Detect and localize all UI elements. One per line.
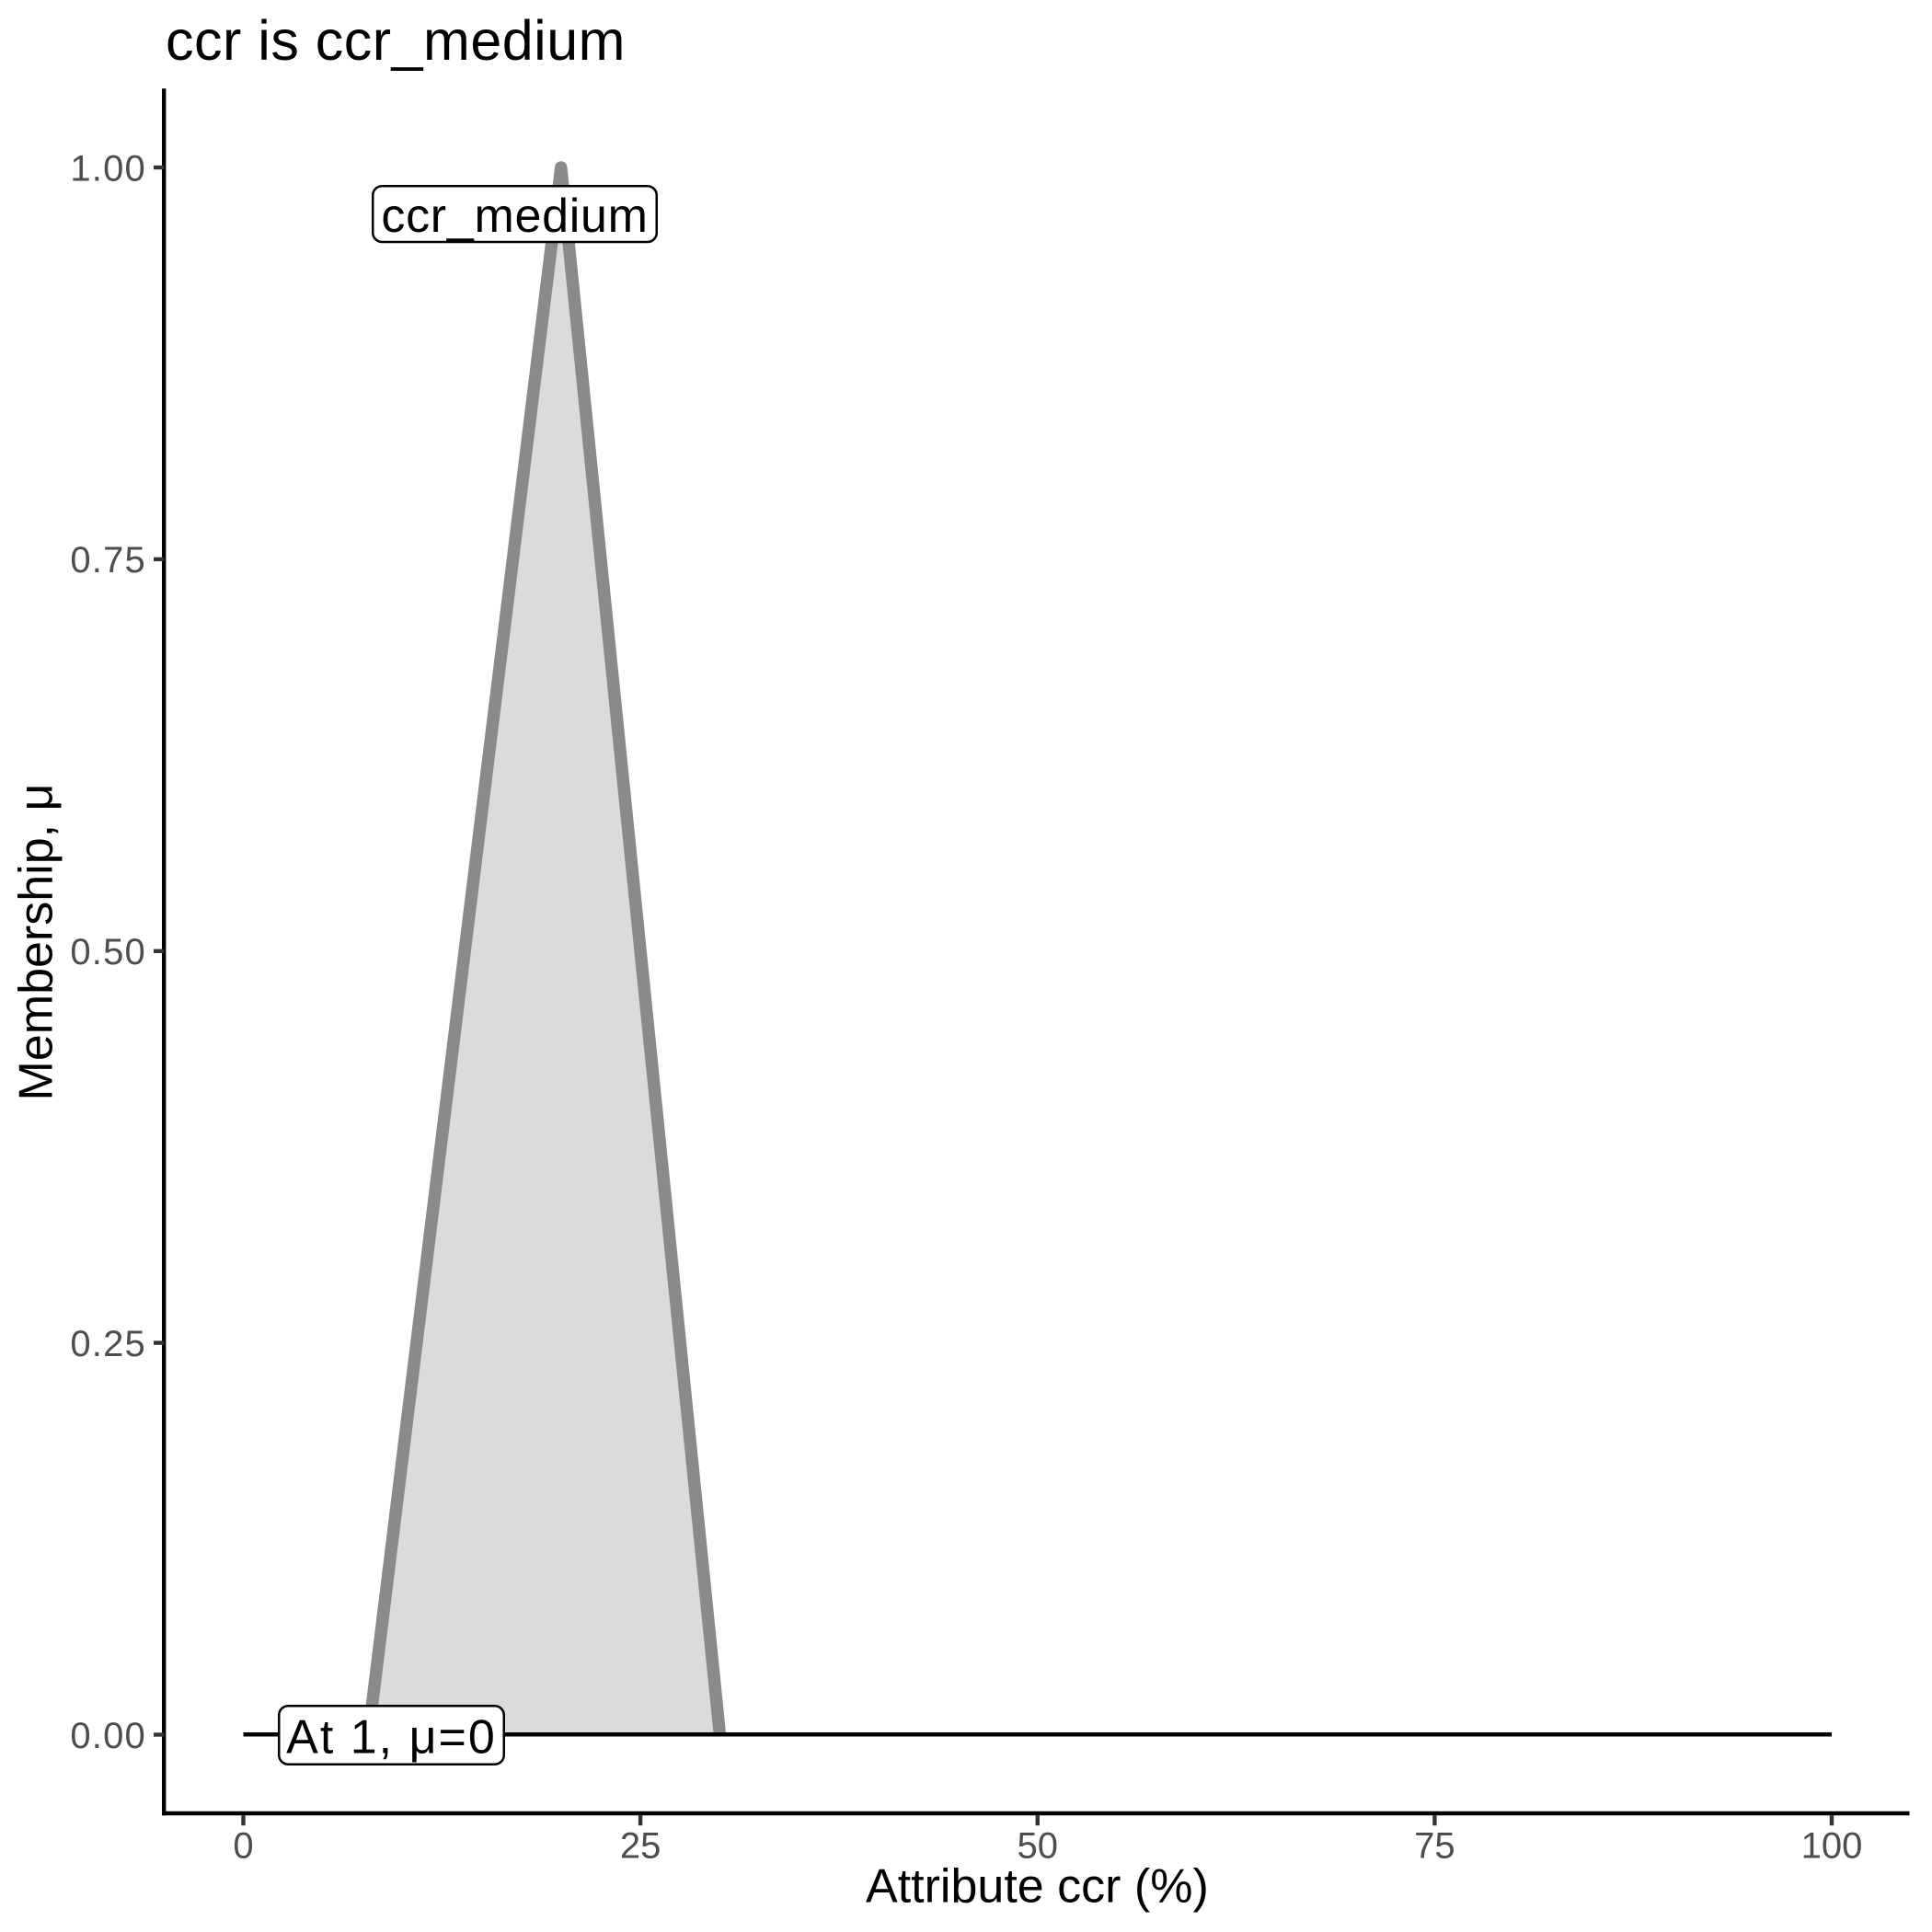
- svg-text:Attribute ccr (%): Attribute ccr (%): [866, 1860, 1209, 1914]
- svg-text:0.75: 0.75: [70, 540, 146, 581]
- svg-text:0.50: 0.50: [70, 932, 146, 972]
- svg-text:Membership, μ: Membership, μ: [10, 784, 63, 1101]
- svg-text:75: 75: [1414, 1825, 1455, 1866]
- svg-text:1.00: 1.00: [70, 148, 146, 189]
- svg-text:At 1, μ=0: At 1, μ=0: [286, 1711, 497, 1765]
- svg-text:50: 50: [1018, 1825, 1059, 1866]
- svg-text:25: 25: [620, 1825, 661, 1866]
- svg-text:0: 0: [233, 1825, 253, 1866]
- svg-text:0.25: 0.25: [70, 1324, 146, 1364]
- svg-text:ccr is ccr_medium: ccr is ccr_medium: [166, 9, 626, 72]
- svg-text:0.00: 0.00: [70, 1716, 146, 1756]
- svg-text:100: 100: [1801, 1825, 1863, 1866]
- svg-text:ccr_medium: ccr_medium: [381, 190, 648, 243]
